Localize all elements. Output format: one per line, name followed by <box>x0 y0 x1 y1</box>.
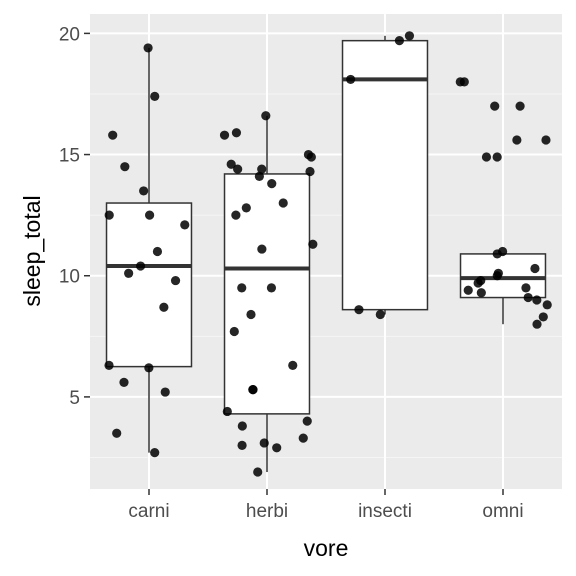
data-point <box>257 244 267 254</box>
data-point <box>512 135 522 145</box>
data-point <box>515 101 525 111</box>
data-point <box>257 164 267 174</box>
data-point <box>473 278 483 288</box>
data-point <box>231 210 241 220</box>
data-point <box>219 130 230 140</box>
data-point <box>541 135 551 145</box>
data-point <box>120 162 130 172</box>
data-point <box>180 220 190 230</box>
data-point <box>248 385 258 395</box>
data-point <box>259 438 269 448</box>
data-point <box>463 285 473 295</box>
data-point <box>226 159 236 169</box>
data-point <box>144 363 154 373</box>
y-tick-label: 20 <box>59 24 80 45</box>
data-point <box>532 295 542 305</box>
data-point <box>542 300 552 310</box>
data-point <box>532 319 542 329</box>
data-point <box>145 210 155 220</box>
jitter-points <box>104 31 552 477</box>
data-point <box>104 210 114 220</box>
x-axis-title: vore <box>304 535 349 561</box>
data-point <box>152 246 163 257</box>
data-point <box>521 283 531 293</box>
data-point <box>143 43 153 53</box>
data-point <box>170 275 181 286</box>
data-point <box>492 249 502 259</box>
data-point <box>139 186 149 196</box>
box-iqr <box>459 253 547 299</box>
data-point <box>306 152 316 162</box>
data-point <box>246 309 256 320</box>
data-point <box>492 152 502 162</box>
data-point <box>150 91 160 101</box>
data-point <box>237 440 247 450</box>
data-point <box>231 128 242 138</box>
data-point <box>278 198 288 208</box>
x-tick-label: omni <box>482 501 523 522</box>
y-tick-label: 10 <box>59 267 80 288</box>
data-point <box>481 152 492 162</box>
data-point <box>308 239 318 249</box>
y-tick-label: 5 <box>69 388 80 409</box>
data-point <box>272 443 282 453</box>
data-point <box>346 74 356 85</box>
data-point <box>222 406 232 417</box>
data-point <box>538 312 548 322</box>
box-insecti <box>341 35 429 315</box>
data-point <box>253 467 263 477</box>
data-point <box>241 203 251 213</box>
data-point <box>305 166 315 177</box>
data-point <box>229 326 239 337</box>
data-point <box>523 292 533 303</box>
x-axis: carni herbi insecti omni <box>128 489 524 522</box>
box-iqr <box>223 173 311 415</box>
x-tick-label: carni <box>128 501 169 522</box>
data-point <box>254 171 264 181</box>
data-point <box>237 283 247 293</box>
data-point <box>267 179 277 189</box>
data-point <box>476 288 486 298</box>
y-axis: 5 10 15 20 <box>59 24 90 409</box>
data-point <box>404 31 415 41</box>
data-point <box>108 130 118 140</box>
x-tick-label: insecti <box>358 501 412 522</box>
data-point <box>150 448 160 458</box>
y-axis-title: sleep_total <box>19 195 45 306</box>
data-point <box>298 433 308 443</box>
data-point <box>112 428 122 438</box>
data-point <box>261 111 271 121</box>
box-omni <box>459 253 547 325</box>
data-point <box>530 263 540 274</box>
data-point <box>302 416 312 426</box>
box-iqr <box>341 39 429 311</box>
data-point <box>375 309 385 320</box>
data-point <box>354 305 364 315</box>
data-point <box>455 77 465 87</box>
data-point <box>160 387 170 397</box>
data-point <box>288 360 298 371</box>
data-point <box>266 283 277 293</box>
data-point <box>135 261 146 271</box>
data-point <box>124 268 134 278</box>
data-point <box>159 302 169 312</box>
data-point <box>394 36 405 46</box>
x-tick-label: herbi <box>246 501 288 522</box>
data-point <box>119 377 129 387</box>
data-point <box>490 101 500 111</box>
data-point <box>104 360 114 371</box>
data-point <box>237 421 247 431</box>
y-tick-label: 15 <box>59 146 80 167</box>
data-point <box>492 271 502 281</box>
data-point <box>233 164 243 174</box>
box-iqr <box>105 202 193 368</box>
